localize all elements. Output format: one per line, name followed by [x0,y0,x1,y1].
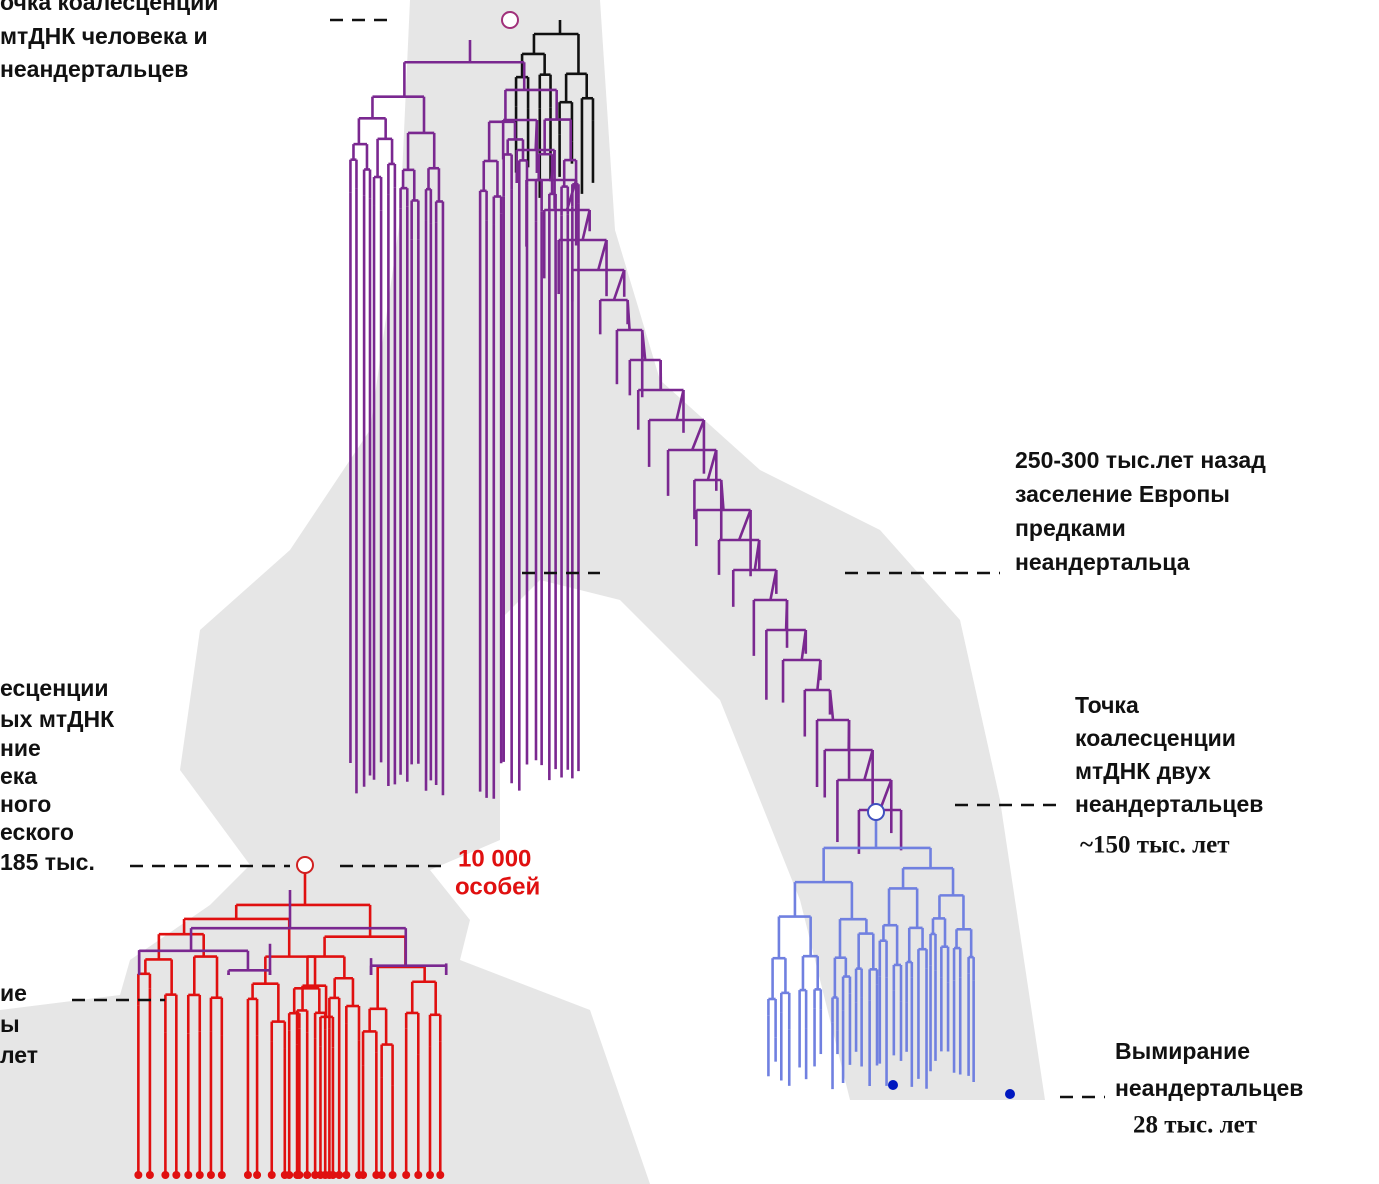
label: заселение Европы [1015,481,1230,507]
lineage-dot [426,1171,434,1179]
lineage-dot [134,1171,142,1179]
lineage-dot [184,1171,192,1179]
lineage-dot [325,1171,333,1179]
lineage-dot [253,1171,261,1179]
label: Точка [1075,692,1139,718]
label: лет [0,1042,38,1068]
lineage-dot [172,1171,180,1179]
label: ы [0,1011,20,1037]
label: мтДНК двух [1075,758,1211,784]
extinct-lineage [888,1080,898,1090]
label: еского [0,819,74,845]
coalescence-diagram: очка коалесценции мтДНК человека и неанд… [0,0,1379,1184]
lineage-dot [218,1171,226,1179]
lineage-dot [268,1171,276,1179]
label: коалесценции [1075,725,1236,751]
label: неандертальцев [1075,791,1263,817]
lineage-dot [161,1171,169,1179]
label: ного [0,791,51,817]
lineage-dot [402,1171,410,1179]
lineage-dot [414,1171,422,1179]
label: предками [1015,515,1126,541]
lineage-dot [207,1171,215,1179]
label: есценции [0,675,109,701]
lineage-dot [342,1171,350,1179]
extinct-lineage [1005,1089,1015,1099]
label: 10 000 [458,845,531,872]
coalescence-point [297,857,313,873]
lineage-dot [285,1171,293,1179]
branch [786,600,787,630]
coalescence-point [502,12,518,28]
label: Вымирание [1115,1038,1250,1064]
lineage-dot [146,1171,154,1179]
label: 185 тыс. [0,849,95,875]
label: ие [0,980,27,1006]
label: ние [0,735,41,761]
label: 250-300 тыс.лет назад [1015,447,1266,473]
label: ека [0,763,37,789]
lineage-dot [295,1171,303,1179]
population-shape [0,0,1045,1184]
label: неандертальцев [1115,1075,1303,1101]
coalescence-point [868,804,884,820]
lineage-dot [303,1171,311,1179]
lineage-dot [244,1171,252,1179]
lineage-dot [196,1171,204,1179]
lineage-dot [359,1171,367,1179]
label: ~150 тыс. лет [1080,832,1230,859]
label: неандертальца [1015,549,1190,575]
lineage-dot [335,1171,343,1179]
label: очка коалесценции [0,0,218,15]
label: особей [455,873,540,900]
branch [536,120,537,150]
lineage-dot [311,1171,319,1179]
lineage-dot [378,1171,386,1179]
label: неандертальцев [0,56,188,82]
label: 28 тыс. лет [1133,1112,1257,1139]
label: ых мтДНК [0,706,115,732]
label: мтДНК человека и [0,23,208,49]
lineage-dot [389,1171,397,1179]
lineage-dot [436,1171,444,1179]
